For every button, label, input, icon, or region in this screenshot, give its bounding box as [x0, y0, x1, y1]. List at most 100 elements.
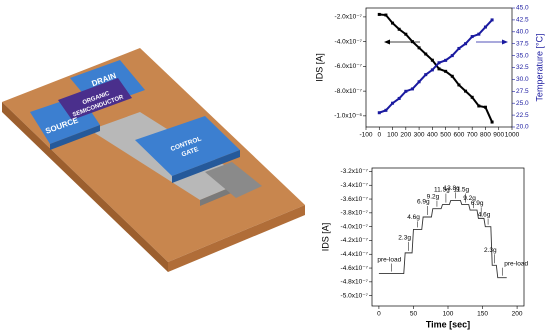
y-tick-label: -4.0x10⁻⁷: [335, 38, 363, 45]
marker: [437, 67, 441, 71]
y-axis-title: IDS [A]: [314, 53, 324, 82]
x-tick-label: 1000: [505, 132, 520, 139]
marker: [424, 52, 428, 56]
x-tick-label: 600: [453, 132, 464, 139]
y2-tick-label: 22.5: [516, 112, 529, 119]
marker: [391, 101, 395, 105]
marker: [464, 42, 468, 46]
marker: [444, 69, 448, 73]
marker: [457, 46, 461, 50]
annotation: 13.8g: [443, 185, 460, 192]
arrow-head: [384, 39, 390, 45]
annotation: 4.6g: [478, 211, 491, 218]
data-line: [379, 13, 494, 123]
organic-semiconductor: [58, 78, 132, 120]
x-tick-label: 100: [443, 311, 454, 318]
marker: [450, 74, 454, 78]
marker: [490, 18, 494, 22]
annotation: 9.2g: [427, 193, 440, 200]
marker: [430, 68, 434, 72]
y2-tick-label: 20.0: [516, 124, 529, 131]
y2-tick-label: 25.0: [516, 100, 529, 107]
marker: [490, 120, 494, 124]
annotation: 9.2g: [463, 195, 476, 202]
marker: [410, 87, 414, 91]
marker: [391, 21, 395, 25]
y-tick-label: -3.6x10⁻⁷: [341, 196, 369, 203]
y-tick-label: -4.6x10⁻⁷: [341, 265, 369, 272]
substrate-side: [2, 102, 168, 272]
gate-lead: [205, 162, 262, 198]
y2-tick-label: 40.0: [516, 29, 529, 36]
device-illustration: DRAIN ORGANIC SEMICONDUCTOR SOURCE CONTR…: [2, 48, 305, 272]
y-axis-title: IDS [A]: [320, 223, 330, 252]
x-tick-label: 100: [387, 132, 398, 139]
x-tick-label: 150: [477, 311, 488, 318]
marker: [377, 12, 381, 16]
x-tick-label: 800: [480, 132, 491, 139]
marker: [470, 35, 474, 39]
marker: [444, 58, 448, 62]
arrow-head: [502, 39, 508, 45]
annotation: 2.3g: [398, 235, 411, 242]
marker: [450, 54, 454, 58]
annotation: pre-load: [504, 260, 528, 267]
y-tick-label: -4.2x10⁻⁷: [341, 237, 369, 244]
marker: [397, 96, 401, 100]
source-side: [50, 125, 100, 150]
marker: [464, 89, 468, 93]
marker: [483, 25, 487, 29]
y-tick-label: -3.4x10⁻⁷: [341, 182, 369, 189]
y2-axis-title: Temperature [°C]: [534, 33, 544, 101]
y2-tick-label: 32.5: [516, 64, 529, 71]
y-tick-label: -1.0x10⁻⁶: [334, 113, 362, 120]
x-tick-label: 900: [493, 132, 504, 139]
marker: [424, 73, 428, 77]
data-line: [378, 19, 493, 114]
y-tick-label: -3.2x10⁻⁷: [341, 168, 369, 175]
marker: [477, 32, 481, 36]
x-tick-label: -100: [359, 132, 372, 139]
y2-tick-label: 45.0: [516, 5, 529, 12]
control-gate-side: [172, 150, 240, 183]
annotation: 2.3g: [484, 247, 497, 254]
annotation: 11.5g: [434, 186, 450, 193]
x-tick-label: 50: [410, 311, 418, 318]
x-axis-title: Time [sec]: [426, 319, 470, 329]
marker: [457, 83, 461, 87]
x-tick-label: 700: [467, 132, 478, 139]
annotation: 6.9g: [417, 199, 430, 206]
x-tick-label: 300: [414, 132, 425, 139]
y2-tick-label: 27.5: [516, 88, 529, 95]
x-tick-label: 400: [427, 132, 438, 139]
y-tick-label: -4.0x10⁻⁷: [341, 223, 369, 230]
marker: [384, 108, 388, 112]
marker: [404, 32, 408, 36]
y-tick-label: -2.0x10⁻⁷: [335, 14, 363, 21]
marker: [437, 61, 441, 65]
marker: [417, 80, 421, 84]
annotation: 4.6g: [407, 214, 420, 221]
x-tick-label: 0: [377, 132, 381, 139]
marker: [430, 58, 434, 62]
y2-tick-label: 37.5: [516, 40, 529, 47]
y2-tick-label: 42.5: [516, 17, 529, 24]
data-line: [378, 199, 507, 279]
x-tick-label: 500: [440, 132, 451, 139]
annotation: pre-load: [377, 256, 401, 263]
y-tick-label: -3.8x10⁻⁷: [341, 210, 369, 217]
y2-tick-label: 35.0: [516, 52, 529, 59]
marker: [377, 111, 381, 115]
y-tick-label: -8.0x10⁻⁷: [335, 88, 363, 95]
y-tick-label: -4.8x10⁻⁷: [341, 279, 369, 286]
y2-tick-label: 30.0: [516, 76, 529, 83]
marker: [483, 105, 487, 109]
substrate-front: [168, 205, 305, 272]
annotation: 6.9g: [471, 200, 484, 207]
y-tick-label: -6.0x10⁻⁷: [335, 63, 363, 70]
marker: [470, 95, 474, 99]
x-tick-label: 200: [512, 311, 523, 318]
annotation: 11.5g: [453, 186, 469, 193]
marker: [404, 89, 408, 93]
